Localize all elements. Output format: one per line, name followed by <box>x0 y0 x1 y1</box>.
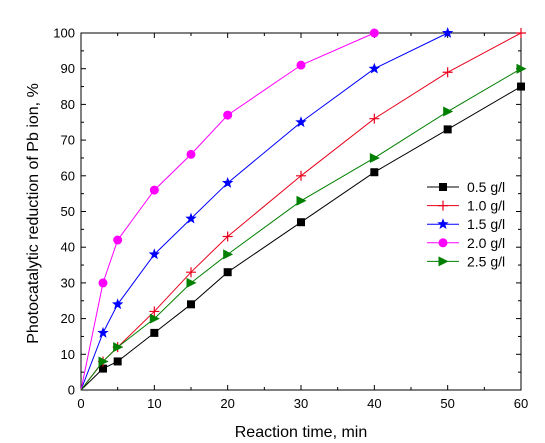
y-axis-title: Photocatalytic reduction of Pb ion, % <box>25 83 42 344</box>
data-point <box>186 277 197 288</box>
data-point <box>441 27 454 38</box>
data-point <box>296 170 306 181</box>
legend-label: 2.5 g/l <box>467 253 505 269</box>
data-point <box>97 326 109 338</box>
data-point <box>516 28 526 38</box>
y-axis: 0 10 20 30 40 50 60 70 80 90 100 <box>53 26 521 398</box>
legend-marker <box>437 218 449 230</box>
series-line <box>80 86 522 391</box>
data-point <box>370 168 379 177</box>
legend-item: 0.5 g/l <box>427 179 505 195</box>
y-tick-label: 50 <box>61 204 75 219</box>
data-point <box>517 82 525 91</box>
y-tick-label: 90 <box>61 61 75 76</box>
series-line <box>80 32 448 391</box>
legend-item: 1.0 g/l <box>427 198 505 214</box>
data-point <box>369 113 380 124</box>
data-point <box>222 231 233 242</box>
series-line <box>80 68 522 391</box>
data-point <box>223 249 234 260</box>
data-point <box>443 106 454 117</box>
y-tick-label: 100 <box>53 26 75 41</box>
data-point <box>443 125 452 134</box>
series-5 <box>80 63 527 391</box>
x-tick-label: 30 <box>294 396 308 411</box>
legend-item: 1.5 g/l <box>427 216 505 232</box>
data-point <box>149 306 160 317</box>
x-tick-label: 60 <box>514 396 528 411</box>
series-layer <box>80 27 527 391</box>
series-line <box>80 32 522 391</box>
y-tick-label: 20 <box>61 311 75 326</box>
data-point <box>186 149 196 159</box>
legend-item: 2.5 g/l <box>427 253 505 269</box>
x-tick-label: 10 <box>147 396 161 411</box>
x-tick-label: 0 <box>77 396 84 411</box>
y-tick-label: 70 <box>61 133 75 148</box>
data-point <box>295 116 307 128</box>
y-tick-label: 60 <box>61 168 75 183</box>
legend-label: 1.0 g/l <box>467 198 505 214</box>
series-2 <box>80 28 526 391</box>
data-point <box>98 278 108 288</box>
data-point <box>186 267 196 278</box>
data-point <box>516 63 527 74</box>
y-tick-label: 0 <box>68 383 75 398</box>
data-point <box>98 356 109 367</box>
data-point <box>185 212 197 224</box>
x-tick-label: 40 <box>367 396 381 411</box>
x-tick-label: 20 <box>220 396 234 411</box>
data-point <box>150 328 159 337</box>
data-point <box>149 185 159 195</box>
x-tick-label: 50 <box>440 396 454 411</box>
legend-marker <box>438 256 449 267</box>
data-point <box>113 235 123 245</box>
data-point <box>149 313 160 324</box>
legend-marker <box>439 183 447 191</box>
legend-label: 2.0 g/l <box>467 235 505 251</box>
legend-marker <box>438 200 448 211</box>
data-point <box>223 268 232 277</box>
plot-frame <box>80 32 522 391</box>
plot-border <box>80 32 522 391</box>
legend-marker <box>438 238 448 248</box>
series-1 <box>80 82 525 391</box>
data-point <box>187 300 195 309</box>
data-point <box>369 152 380 163</box>
data-point <box>369 28 379 38</box>
data-point <box>113 342 124 353</box>
data-point <box>297 218 305 227</box>
data-point <box>221 176 234 188</box>
y-tick-label: 30 <box>61 275 75 290</box>
data-point <box>223 110 233 120</box>
legend-item: 2.0 g/l <box>427 235 505 251</box>
data-point <box>442 67 453 78</box>
y-tick-label: 40 <box>61 240 75 255</box>
data-point <box>296 195 307 206</box>
y-tick-label: 80 <box>61 97 75 112</box>
series-4 <box>80 28 379 391</box>
x-axis-title: Reaction time, min <box>235 424 368 441</box>
data-point <box>296 60 306 70</box>
data-point <box>368 62 381 74</box>
data-point <box>148 248 161 260</box>
legend-label: 1.5 g/l <box>467 216 505 232</box>
legend: 0.5 g/l 1.0 g/l 1.5 g/l 2.0 g/l 2.5 g/l <box>427 179 505 269</box>
series-3 <box>80 27 454 391</box>
data-point <box>113 357 122 366</box>
series-line <box>80 32 375 391</box>
data-point <box>111 298 124 310</box>
y-tick-label: 10 <box>61 347 75 362</box>
legend-label: 0.5 g/l <box>467 179 505 195</box>
data-point <box>99 364 107 373</box>
